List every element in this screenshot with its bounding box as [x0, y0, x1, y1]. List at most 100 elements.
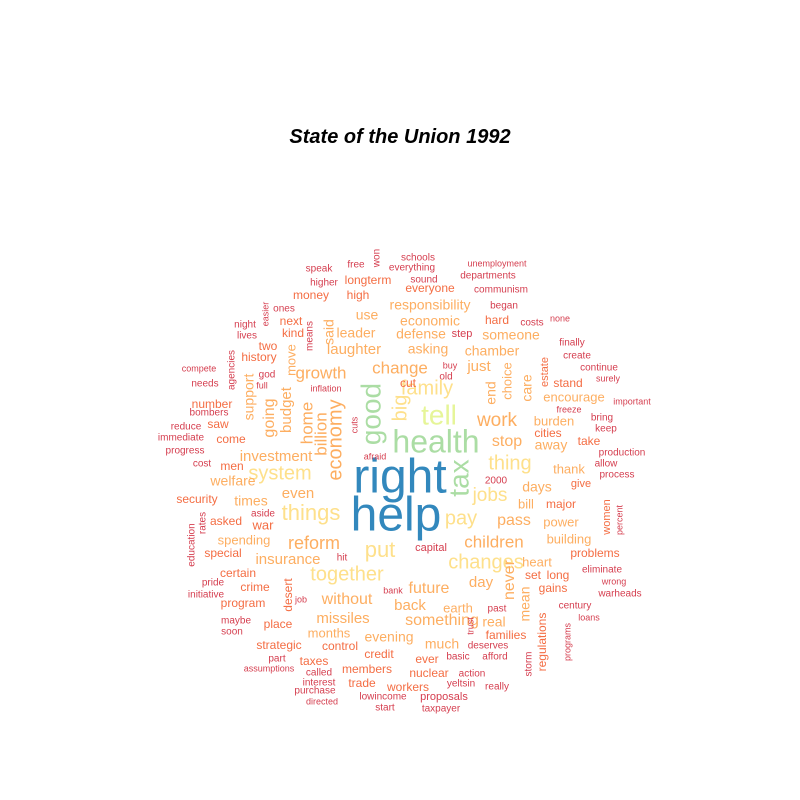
word-cut: cut [400, 376, 417, 390]
word-insurance: insurance [255, 551, 320, 568]
word-pride: pride [202, 578, 225, 589]
word-children: children [464, 532, 524, 551]
word-full: full [256, 380, 268, 390]
word-called: called [306, 668, 332, 679]
word-night: night [234, 320, 256, 331]
word-communism: communism [474, 285, 528, 296]
word-longterm: longterm [345, 273, 392, 287]
word-capital: capital [415, 542, 447, 554]
word-lives: lives [237, 331, 257, 342]
word-everything: everything [389, 263, 435, 274]
word-important: important [613, 396, 651, 406]
word-easier: easier [260, 302, 270, 327]
word-thing: thing [488, 452, 531, 474]
word-process: process [599, 470, 634, 481]
word-someone: someone [482, 327, 540, 343]
word-allow: allow [595, 459, 619, 470]
word-long: long [547, 568, 570, 582]
word-production: production [599, 448, 646, 459]
word-higher: higher [310, 278, 338, 289]
word-days: days [522, 479, 552, 495]
word-care: care [519, 374, 535, 401]
word-place: place [264, 617, 293, 631]
word-history: history [241, 350, 276, 364]
word-next: next [280, 314, 303, 328]
word-much: much [425, 636, 459, 652]
word-estate: estate [539, 357, 551, 387]
word-cost: cost [193, 459, 212, 470]
word-investment: investment [240, 448, 313, 465]
word-action: action [459, 669, 486, 680]
word-maybe: maybe [221, 616, 251, 627]
word-directed: directed [306, 696, 338, 706]
word-good: good [355, 383, 386, 445]
word-taxpayer: taxpayer [422, 704, 461, 715]
word-economic: economic [400, 313, 460, 329]
word-even: even [282, 485, 315, 502]
word-war: war [252, 517, 275, 532]
word-keep: keep [595, 424, 617, 435]
word-spending: spending [218, 532, 271, 547]
word-gains: gains [539, 581, 568, 595]
word-yeltsin: yeltsin [447, 679, 475, 690]
word-soon: soon [221, 627, 243, 638]
word-pass: pass [497, 512, 531, 529]
word-work: work [476, 410, 518, 431]
word-freeze: freeze [556, 404, 581, 414]
word-schools: schools [401, 253, 435, 264]
word-months: months [308, 625, 351, 640]
word-needs: needs [191, 379, 218, 390]
word-asked: asked [210, 514, 242, 528]
word-afford: afford [482, 652, 507, 663]
word-burden: burden [534, 413, 574, 428]
word-real: real [482, 614, 505, 630]
word-loans: loans [578, 612, 600, 622]
word-certain: certain [220, 566, 256, 580]
word-said: said [321, 319, 337, 345]
word-without: without [321, 591, 373, 608]
word-warheads: warheads [597, 589, 641, 600]
word-set: set [525, 568, 542, 582]
word-century: century [559, 601, 592, 612]
word-two: two [259, 339, 278, 353]
word-choice: choice [499, 362, 514, 400]
word-tell: tell [421, 399, 457, 430]
word-workers: workers [386, 680, 429, 694]
word-part: part [268, 654, 285, 665]
word-assumptions: assumptions [244, 663, 295, 673]
word-wrong: wrong [601, 576, 627, 586]
word-earth: earth [443, 600, 473, 615]
word-family: family [401, 377, 453, 399]
word-ones: ones [273, 304, 295, 315]
word-purchase: purchase [294, 686, 336, 697]
word-cities: cities [534, 426, 561, 440]
word-come: come [216, 432, 246, 446]
word-chamber: chamber [465, 343, 520, 359]
word-encourage: encourage [543, 389, 604, 404]
word-percent: percent [614, 504, 624, 535]
word-strategic: strategic [256, 638, 301, 652]
word-cuts: cuts [349, 416, 359, 433]
word-support: support [241, 374, 257, 421]
word-began: began [490, 301, 518, 312]
word-surely: surely [596, 373, 621, 383]
word-basic: basic [446, 652, 469, 663]
word-ever: ever [415, 652, 438, 666]
word-won: won [372, 249, 383, 268]
word-men: men [220, 459, 243, 473]
word-proposals: proposals [420, 691, 468, 703]
word-laughter: laughter [327, 341, 381, 358]
word-evening: evening [364, 629, 413, 645]
word-responsibility: responsibility [390, 297, 471, 313]
word-end: end [483, 381, 499, 404]
word-women: women [601, 499, 613, 535]
word-compete: compete [182, 363, 217, 373]
word-times: times [234, 493, 267, 509]
word-big: big [389, 395, 411, 422]
word-put: put [365, 537, 396, 562]
word-crime: crime [240, 580, 270, 594]
word-credit: credit [364, 647, 394, 661]
word-members: members [342, 662, 392, 676]
word-storm: storm [524, 652, 535, 677]
word-things: things [282, 500, 341, 525]
